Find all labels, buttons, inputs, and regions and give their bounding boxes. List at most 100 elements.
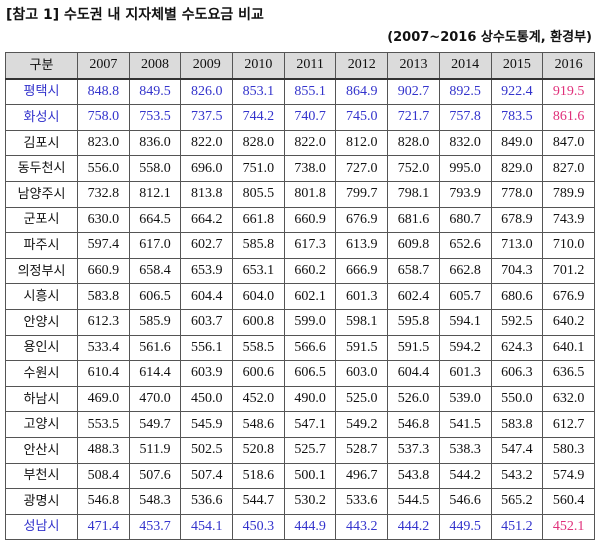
rate-value-cell: 902.7 — [387, 78, 440, 106]
table-row: 안양시 612.3 585.9 603.7 600.8 599.0 598.1 595.8 59… — [5, 308, 595, 336]
rate-value-cell: 592.5 — [490, 308, 544, 336]
rate-value-cell: 560.4 — [542, 488, 595, 515]
table-body: 평택시 848.8 849.5 826.0 853.1 855.1 864.9 902.7 89… — [5, 78, 595, 541]
rate-value-cell: 548.6 — [232, 411, 285, 438]
table-row: 화성시 758.0 753.5 737.5 744.2 740.7 745.0 721.7 75… — [5, 104, 595, 131]
rate-value-cell: 828.0 — [232, 129, 285, 157]
region-name-cell: 동두천시 — [5, 155, 78, 182]
rate-value-cell: 545.9 — [180, 411, 234, 438]
rate-value-cell: 603.9 — [180, 360, 234, 387]
rate-value-cell: 676.9 — [542, 283, 595, 310]
table-row: 수원시 610.4 614.4 603.9 600.6 606.5 603.0 604.4 60… — [5, 360, 595, 387]
region-name-cell: 안산시 — [5, 436, 78, 464]
rate-value-cell: 533.4 — [77, 334, 130, 362]
rate-value-cell: 732.8 — [77, 180, 130, 208]
rate-value-cell: 490.0 — [283, 385, 337, 413]
rate-value-cell: 470.0 — [128, 385, 182, 413]
rate-value-cell: 701.2 — [542, 257, 595, 285]
rate-value-cell: 547.4 — [490, 436, 544, 464]
region-name-cell: 화성시 — [5, 104, 78, 131]
rate-value-cell: 922.4 — [490, 78, 544, 106]
rate-value-cell: 544.2 — [438, 462, 492, 490]
rate-value-cell: 548.3 — [128, 488, 182, 515]
rate-value-cell: 610.4 — [77, 360, 130, 387]
rate-value-cell: 471.4 — [77, 513, 130, 541]
rate-value-cell: 751.0 — [232, 155, 285, 182]
rate-value-cell: 704.3 — [490, 257, 544, 285]
rate-value-cell: 630.0 — [77, 206, 130, 234]
rate-value-cell: 601.3 — [438, 360, 492, 387]
region-name-cell: 하남시 — [5, 385, 78, 413]
rate-value-cell: 604.4 — [180, 283, 234, 310]
rate-value-cell: 710.0 — [542, 232, 595, 259]
column-header-year: 2008 — [128, 51, 182, 80]
rate-value-cell: 632.0 — [542, 385, 595, 413]
rate-value-cell: 602.7 — [180, 232, 234, 259]
rate-value-cell: 601.3 — [335, 283, 389, 310]
region-name-cell: 용인시 — [5, 334, 78, 362]
rate-value-cell: 543.8 — [387, 462, 440, 490]
rate-value-cell: 558.0 — [128, 155, 182, 182]
rate-value-cell: 496.7 — [335, 462, 389, 490]
rate-value-cell: 681.6 — [387, 206, 440, 234]
column-header-region: 구분 — [5, 51, 78, 80]
header-row: 구분 2007 2008 2009 2010 2011 2012 2013 2014 2015 20… — [5, 51, 595, 80]
water-rate-table: 구분 2007 2008 2009 2010 2011 2012 2013 2014 2015 20… — [5, 51, 595, 541]
region-name-cell: 김포시 — [5, 129, 78, 157]
rate-value-cell: 813.8 — [180, 180, 234, 208]
region-name-cell: 안양시 — [5, 308, 78, 336]
rate-value-cell: 721.7 — [387, 104, 440, 131]
rate-value-cell: 553.5 — [77, 411, 130, 438]
rate-value-cell: 507.4 — [180, 462, 234, 490]
rate-value-cell: 583.8 — [490, 411, 544, 438]
rate-value-cell: 848.8 — [77, 78, 130, 106]
rate-value-cell: 662.8 — [438, 257, 492, 285]
rate-value-cell: 450.3 — [232, 513, 285, 541]
column-header-year: 2014 — [438, 51, 492, 80]
rate-value-cell: 740.7 — [283, 104, 337, 131]
rate-value-cell: 594.2 — [438, 334, 492, 362]
rate-value-cell: 606.5 — [128, 283, 182, 310]
column-header-year: 2009 — [180, 51, 234, 80]
rate-value-cell: 660.2 — [283, 257, 337, 285]
rate-value-cell: 595.8 — [387, 308, 440, 336]
rate-value-cell: 847.0 — [542, 129, 595, 157]
rate-value-cell: 526.0 — [387, 385, 440, 413]
rate-value-cell: 549.7 — [128, 411, 182, 438]
rate-value-cell: 544.5 — [387, 488, 440, 515]
table-row: 남양주시 732.8 812.1 813.8 805.5 801.8 799.7 798.1 7… — [5, 180, 595, 208]
table-row: 군포시 630.0 664.5 664.2 661.8 660.9 676.9 681.6 68… — [5, 206, 595, 234]
table-row: 용인시 533.4 561.6 556.1 558.5 566.6 591.5 591.5 59… — [5, 334, 595, 362]
rate-value-cell: 995.0 — [438, 155, 492, 182]
rate-value-cell: 585.8 — [232, 232, 285, 259]
rate-value-cell: 799.7 — [335, 180, 389, 208]
rate-value-cell: 556.1 — [180, 334, 234, 362]
rate-value-cell: 613.9 — [335, 232, 389, 259]
table-row: 고양시 553.5 549.7 545.9 548.6 547.1 549.2 546.8 54… — [5, 411, 595, 438]
rate-value-cell: 829.0 — [490, 155, 544, 182]
rate-value-cell: 449.5 — [438, 513, 492, 541]
rate-value-cell: 604.4 — [387, 360, 440, 387]
rate-value-cell: 660.9 — [77, 257, 130, 285]
rate-value-cell: 713.0 — [490, 232, 544, 259]
rate-value-cell: 676.9 — [335, 206, 389, 234]
rate-value-cell: 822.0 — [180, 129, 234, 157]
rate-value-cell: 849.5 — [128, 78, 182, 106]
table-row: 광명시 546.8 548.3 536.6 544.7 530.2 533.6 544.5 54… — [5, 488, 595, 515]
table-row: 파주시 597.4 617.0 602.7 585.8 617.3 613.9 609.8 65… — [5, 232, 595, 259]
rate-value-cell: 617.3 — [283, 232, 337, 259]
table-row: 평택시 848.8 849.5 826.0 853.1 855.1 864.9 902.7 89… — [5, 78, 595, 106]
table-row: 김포시 823.0 836.0 822.0 828.0 822.0 812.0 828.0 83… — [5, 129, 595, 157]
rate-value-cell: 518.6 — [232, 462, 285, 490]
rate-value-cell: 546.8 — [77, 488, 130, 515]
rate-value-cell: 547.1 — [283, 411, 337, 438]
rate-value-cell: 443.2 — [335, 513, 389, 541]
rate-value-cell: 614.4 — [128, 360, 182, 387]
rate-value-cell: 801.8 — [283, 180, 337, 208]
rate-value-cell: 600.6 — [232, 360, 285, 387]
rate-value-cell: 744.2 — [232, 104, 285, 131]
rate-value-cell: 758.0 — [77, 104, 130, 131]
column-header-year: 2010 — [232, 51, 285, 80]
rate-value-cell: 556.0 — [77, 155, 130, 182]
rate-value-cell: 609.8 — [387, 232, 440, 259]
